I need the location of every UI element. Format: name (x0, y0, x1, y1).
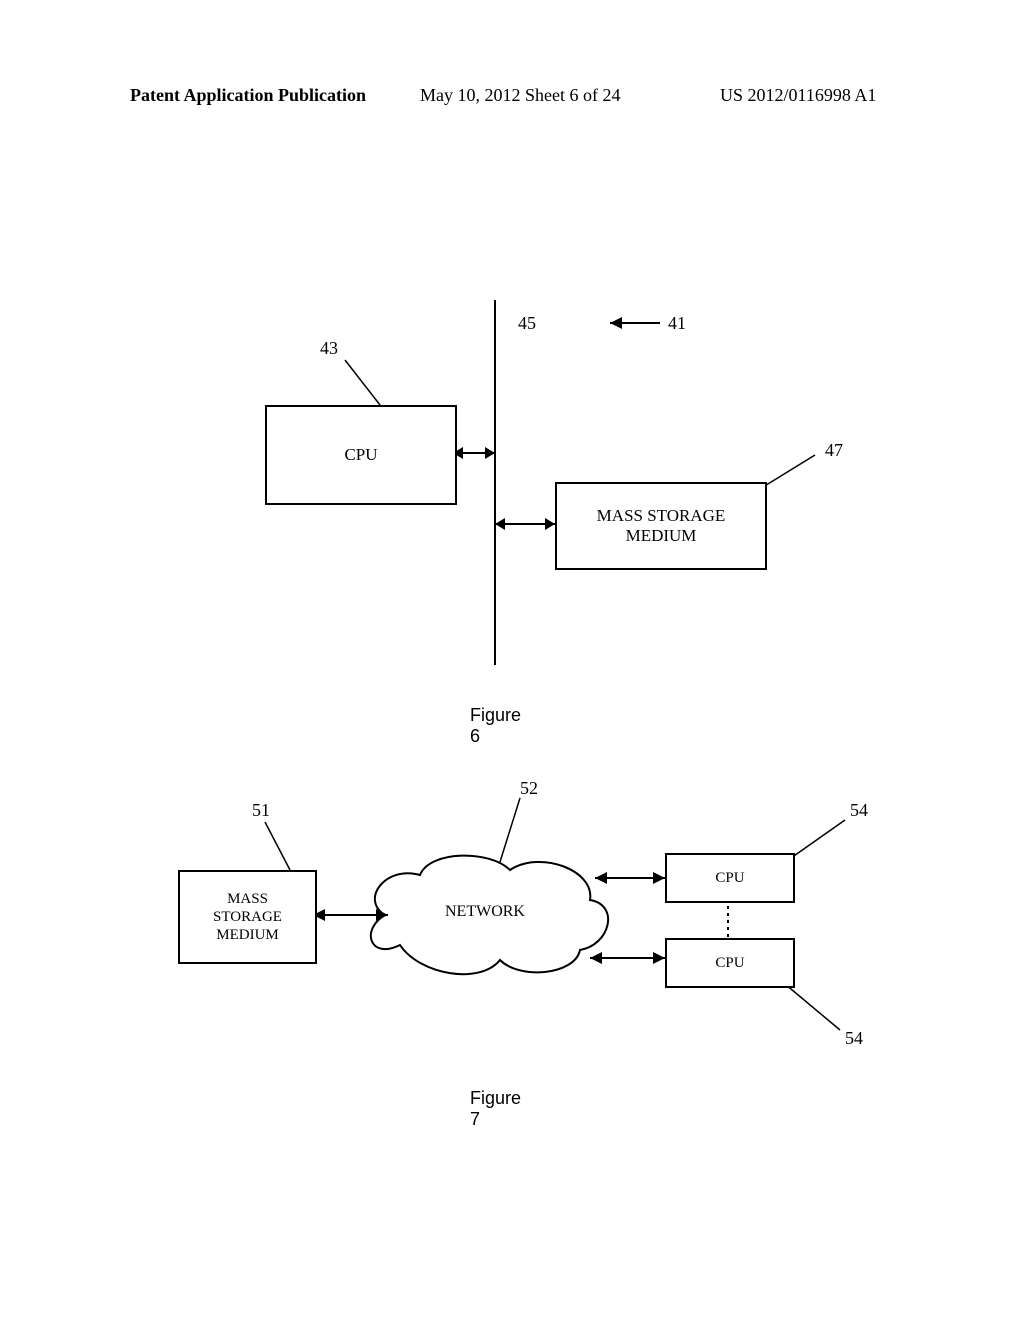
mass-storage-box-7: MASS STORAGE MEDIUM (178, 870, 317, 964)
cpu-box-2: CPU (665, 938, 795, 988)
ref-52: 52 (520, 778, 538, 799)
cpu2-label: CPU (715, 955, 744, 972)
network-label: NETWORK (445, 903, 525, 921)
storage7-l3: MEDIUM (216, 926, 279, 944)
storage7-l1: MASS (227, 890, 268, 908)
figure-7-svg (0, 0, 1024, 1100)
ref-54-top: 54 (850, 800, 868, 821)
cpu-box-1: CPU (665, 853, 795, 903)
storage7-l2: STORAGE (213, 908, 282, 926)
figure-7-caption: Figure 7 (470, 1088, 521, 1130)
ref-54-bottom: 54 (845, 1028, 863, 1049)
cpu1-label: CPU (715, 870, 744, 887)
ref-51: 51 (252, 800, 270, 821)
